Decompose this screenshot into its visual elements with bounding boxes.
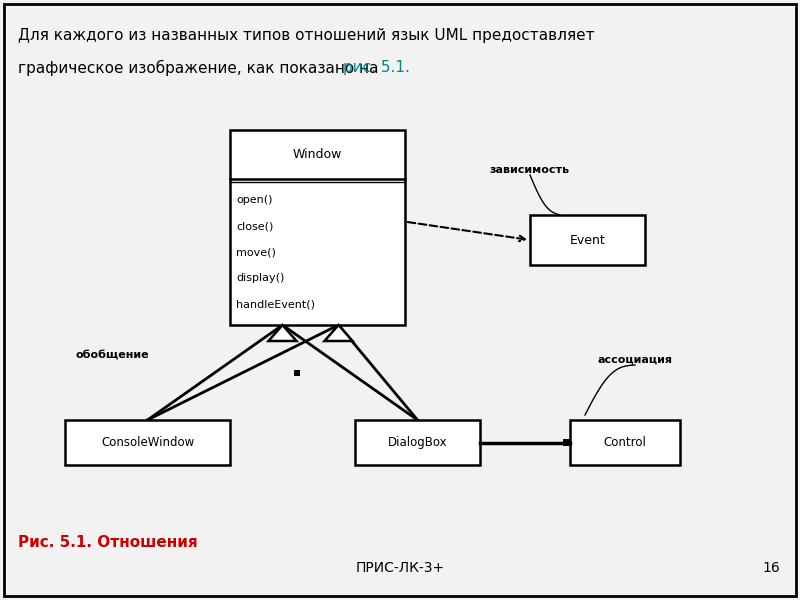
Text: графическое изображение, как показано на: графическое изображение, как показано на	[18, 60, 383, 76]
Text: display(): display()	[236, 273, 284, 283]
Text: зависимость: зависимость	[490, 165, 570, 175]
Bar	[230, 130, 405, 325]
Bar	[355, 420, 480, 465]
Text: Для каждого из названных типов отношений язык UML предоставляет: Для каждого из названных типов отношений…	[18, 28, 594, 43]
Bar	[570, 420, 680, 465]
Bar	[563, 439, 570, 446]
Text: обобщение: обобщение	[75, 350, 149, 360]
Text: Control: Control	[603, 436, 646, 449]
Polygon shape	[269, 325, 297, 341]
Text: ассоциация: ассоциация	[598, 355, 673, 365]
Text: рис. 5.1.: рис. 5.1.	[343, 60, 410, 75]
Polygon shape	[325, 325, 353, 341]
Text: ConsoleWindow: ConsoleWindow	[101, 436, 194, 449]
Text: open(): open()	[236, 195, 273, 205]
Text: Рис. 5.1. Отношения: Рис. 5.1. Отношения	[18, 535, 198, 550]
Text: Window: Window	[293, 148, 342, 161]
Text: Event: Event	[570, 233, 606, 247]
Bar	[530, 215, 645, 265]
Text: close(): close()	[236, 221, 274, 231]
Text: move(): move()	[236, 247, 276, 257]
Text: DialogBox: DialogBox	[388, 436, 447, 449]
Bar	[65, 420, 230, 465]
Text: handleEvent(): handleEvent()	[236, 299, 315, 309]
Bar	[294, 370, 299, 376]
Text: 16: 16	[762, 561, 780, 575]
Text: ПРИС-ЛК-3+: ПРИС-ЛК-3+	[355, 561, 445, 575]
